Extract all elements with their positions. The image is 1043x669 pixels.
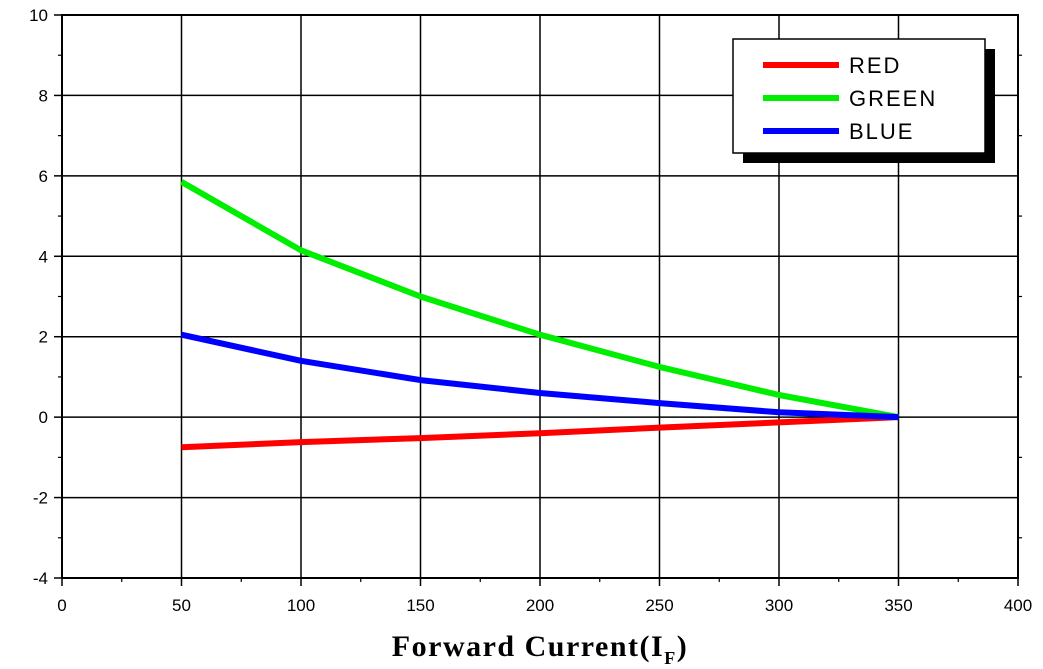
x-tick-label: 350 — [884, 596, 912, 615]
y-tick-label: -2 — [33, 489, 48, 508]
legend-label-blue: BLUE — [849, 119, 914, 144]
legend-label-red: RED — [849, 53, 901, 78]
x-tick-label: 100 — [287, 596, 315, 615]
series-lines — [180, 179, 900, 451]
x-tick-label: 0 — [57, 596, 66, 615]
y-tick-label: 6 — [39, 167, 48, 186]
x-tick-label: 200 — [526, 596, 554, 615]
axis-ticks — [54, 14, 1022, 586]
y-tick-label: 2 — [39, 328, 48, 347]
y-tick-label: 0 — [39, 408, 48, 427]
legend: RED GREEN BLUE — [732, 38, 995, 163]
x-tick-label: 250 — [645, 596, 673, 615]
x-tick-label: 150 — [406, 596, 434, 615]
x-axis-label-subscript: F — [664, 648, 677, 668]
y-tick-label: -4 — [33, 569, 48, 588]
series-line-red — [181, 414, 899, 451]
x-tick-label: 50 — [172, 596, 191, 615]
y-tick-label: 10 — [29, 6, 48, 25]
x-axis-label-main: Forward Current(I — [392, 630, 664, 663]
legend-items: RED GREEN BLUE — [763, 53, 937, 144]
series-line-green — [180, 179, 900, 421]
x-axis-label: Forward Current(IF) — [392, 630, 688, 668]
y-tick-label: 8 — [39, 86, 48, 105]
y-tick-label: 4 — [39, 247, 48, 266]
x-tick-label: 400 — [1004, 596, 1032, 615]
legend-label-green: GREEN — [849, 86, 937, 111]
series-line-blue — [180, 331, 899, 421]
x-tick-label: 300 — [765, 596, 793, 615]
tick-labels: 0 50 100 150 200 250 300 350 400 -4 -2 0 2 4 6 8 10 — [29, 6, 1032, 615]
x-axis-label-close: ) — [677, 630, 689, 663]
